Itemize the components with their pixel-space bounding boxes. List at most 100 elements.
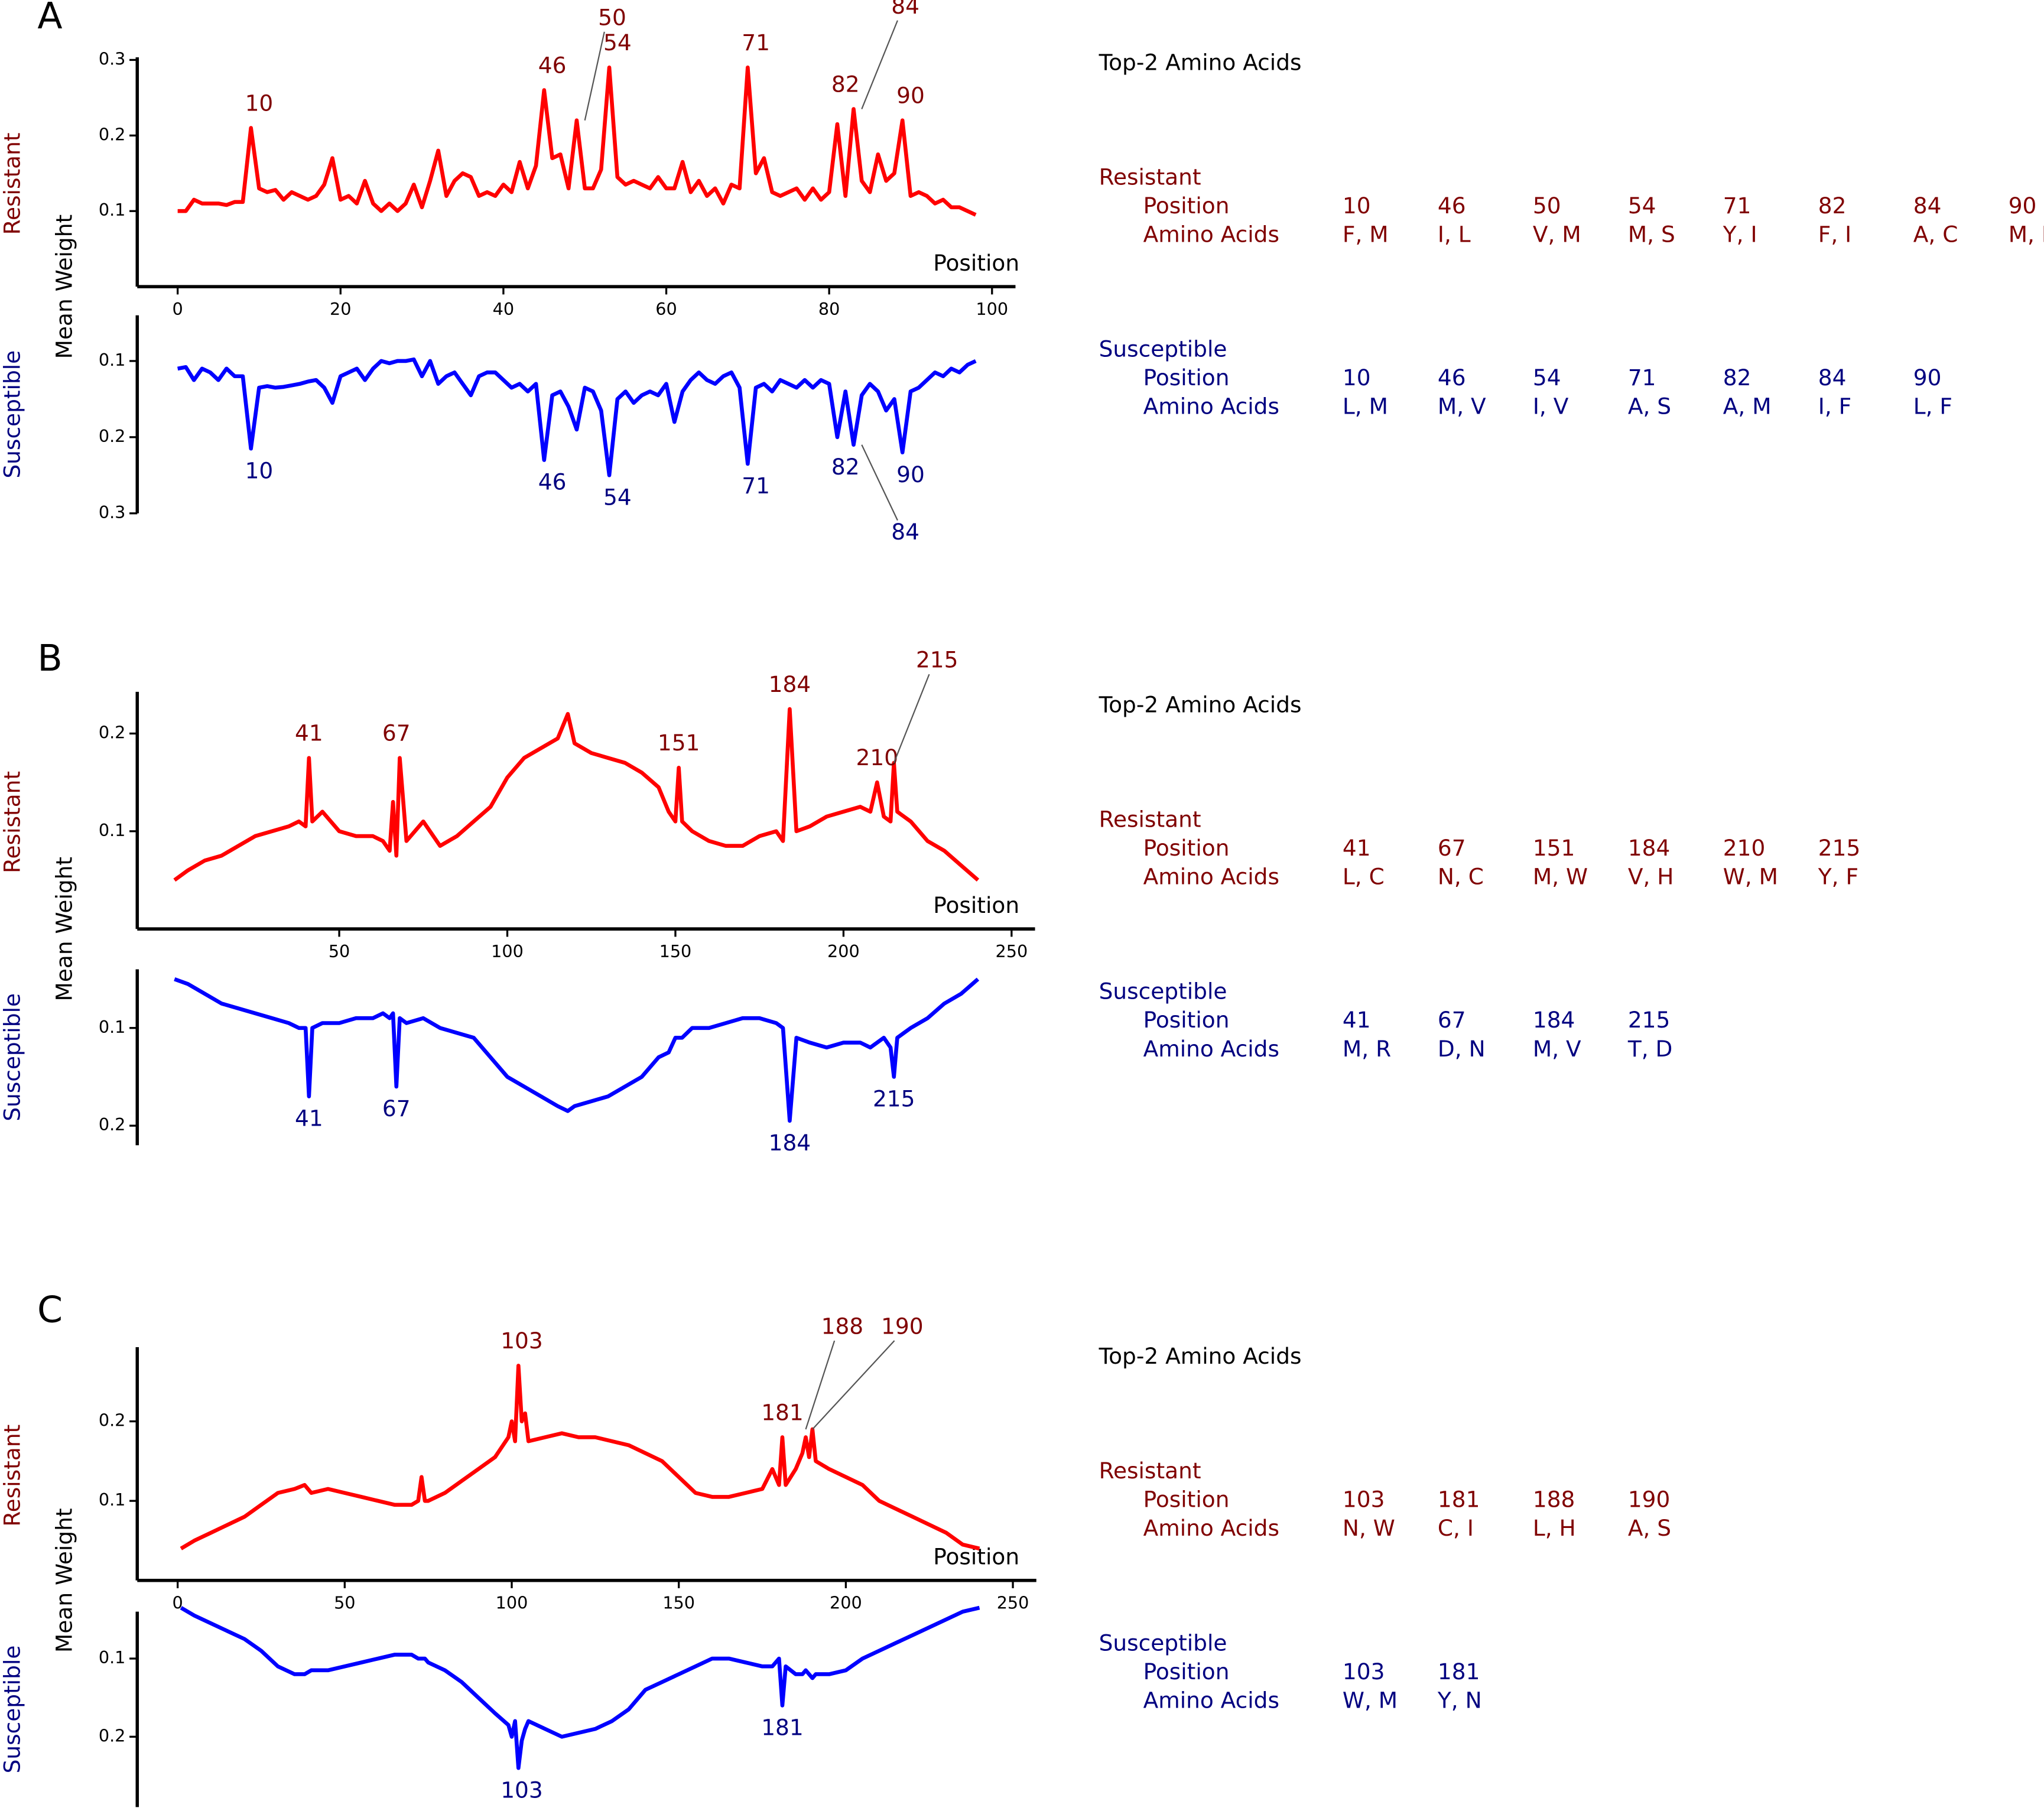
peak-label: 215 [916, 647, 958, 673]
table-amino: V, M [1533, 222, 1581, 248]
panel-letter: A [37, 0, 62, 37]
table-amino: L, F [1913, 394, 1952, 420]
table-position: 82 [1723, 365, 1751, 391]
table-position: 46 [1438, 365, 1466, 391]
peak-label: 71 [742, 30, 770, 56]
line-series [180, 1605, 980, 1770]
x-tick-label: 150 [659, 941, 692, 961]
table-group: Resistant [1099, 164, 1201, 190]
series-label: Resistant [0, 132, 25, 235]
table-position: 54 [1628, 193, 1656, 219]
series-label: Susceptible [0, 1646, 25, 1774]
table-position: 41 [1343, 835, 1371, 861]
y2-tick-label: 0.2 [99, 1725, 126, 1745]
leader-line [893, 674, 930, 763]
peak-label: 54 [603, 485, 632, 511]
leader-line [861, 444, 898, 521]
table-position: 210 [1723, 835, 1766, 861]
table-amino: N, W [1343, 1515, 1395, 1541]
peak-label: 210 [856, 744, 899, 770]
peak-label: 71 [742, 473, 770, 499]
x-tick-label: 100 [496, 1592, 528, 1612]
x-tick-label: 0 [173, 299, 183, 319]
table-group: Susceptible [1099, 336, 1227, 362]
y-tick-label: 0.1 [99, 1490, 126, 1510]
peak-label: 103 [501, 1328, 543, 1354]
table-row-label: Amino Acids [1143, 1687, 1279, 1713]
table-row-label: Position [1143, 1659, 1230, 1685]
peak-label: 188 [821, 1313, 864, 1339]
peak-label: 103 [501, 1777, 543, 1803]
table-group: Susceptible [1099, 978, 1227, 1004]
table-group: Resistant [1099, 1458, 1201, 1484]
table-amino: A, S [1628, 394, 1671, 420]
table-row-label: Amino Acids [1143, 1515, 1279, 1541]
peak-label: 84 [891, 519, 919, 545]
table-row-label: Amino Acids [1143, 222, 1279, 248]
x-tick-label: 50 [334, 1592, 355, 1612]
peak-label: 90 [896, 461, 925, 487]
table-group: Susceptible [1099, 1630, 1227, 1656]
panel-letter: B [37, 637, 62, 679]
x-tick-label: 250 [996, 941, 1028, 961]
peak-label: 82 [831, 71, 860, 97]
table-row-label: Amino Acids [1143, 864, 1279, 890]
table-amino: W, M [1723, 864, 1778, 890]
table-position: 10 [1343, 365, 1371, 391]
leader-line [584, 31, 605, 121]
table-amino: D, N [1438, 1036, 1486, 1062]
peak-label: 41 [295, 1106, 323, 1132]
y2-tick-label: 0.1 [99, 1647, 126, 1667]
table-amino: L, M [1343, 394, 1388, 420]
table-amino: Y, I [1723, 222, 1757, 248]
line-series [173, 707, 980, 882]
table-position: 67 [1438, 1007, 1466, 1033]
table-position: 181 [1438, 1659, 1480, 1685]
table-position: 82 [1818, 193, 1847, 219]
peak-label: 190 [881, 1313, 924, 1339]
table-position: 103 [1343, 1659, 1385, 1685]
table-position: 54 [1533, 365, 1561, 391]
peak-label: 151 [658, 730, 700, 756]
peak-label: 10 [245, 90, 274, 116]
peak-label: 50 [598, 4, 626, 30]
peak-label: 54 [603, 30, 632, 56]
y2-tick-label: 0.2 [99, 1114, 126, 1134]
table-amino: Y, F [1818, 864, 1858, 890]
table-title: Top-2 Amino Acids [1099, 50, 1302, 76]
x-axis-title: Position [933, 892, 1019, 918]
y2-tick-label: 0.3 [99, 502, 126, 522]
table-amino: A, S [1628, 1515, 1671, 1541]
x-tick-label: 80 [818, 299, 840, 319]
table-title: Top-2 Amino Acids [1099, 692, 1302, 718]
table-amino: M, W [1533, 864, 1588, 890]
table-amino: T, D [1627, 1036, 1673, 1062]
table-position: 151 [1533, 835, 1575, 861]
table-row-label: Position [1143, 835, 1230, 861]
series-label: Resistant [0, 1425, 25, 1527]
x-tick-label: 20 [330, 299, 351, 319]
table-row-label: Position [1143, 193, 1230, 219]
y-axis-title: Mean Weight [51, 214, 77, 359]
x-tick-label: 200 [830, 1592, 862, 1612]
x-tick-label: 200 [827, 941, 860, 961]
table-position: 71 [1628, 365, 1656, 391]
peak-label: 82 [831, 454, 860, 480]
line-series [177, 357, 977, 477]
table-position: 84 [1818, 365, 1847, 391]
table-position: 46 [1438, 193, 1466, 219]
table-position: 215 [1818, 835, 1861, 861]
table-position: 50 [1533, 193, 1561, 219]
y-tick-label: 0.1 [99, 820, 126, 840]
table-title: Top-2 Amino Acids [1099, 1343, 1302, 1369]
y-tick-label: 0.2 [99, 722, 126, 742]
table-amino: A, C [1913, 222, 1958, 248]
x-tick-label: 50 [329, 941, 350, 961]
table-amino: N, C [1438, 864, 1484, 890]
x-tick-label: 250 [997, 1592, 1029, 1612]
peak-label: 67 [382, 720, 411, 746]
table-amino: F, M [1343, 222, 1389, 248]
table-row-label: Position [1143, 1487, 1230, 1513]
table-position: 90 [2009, 193, 2037, 219]
